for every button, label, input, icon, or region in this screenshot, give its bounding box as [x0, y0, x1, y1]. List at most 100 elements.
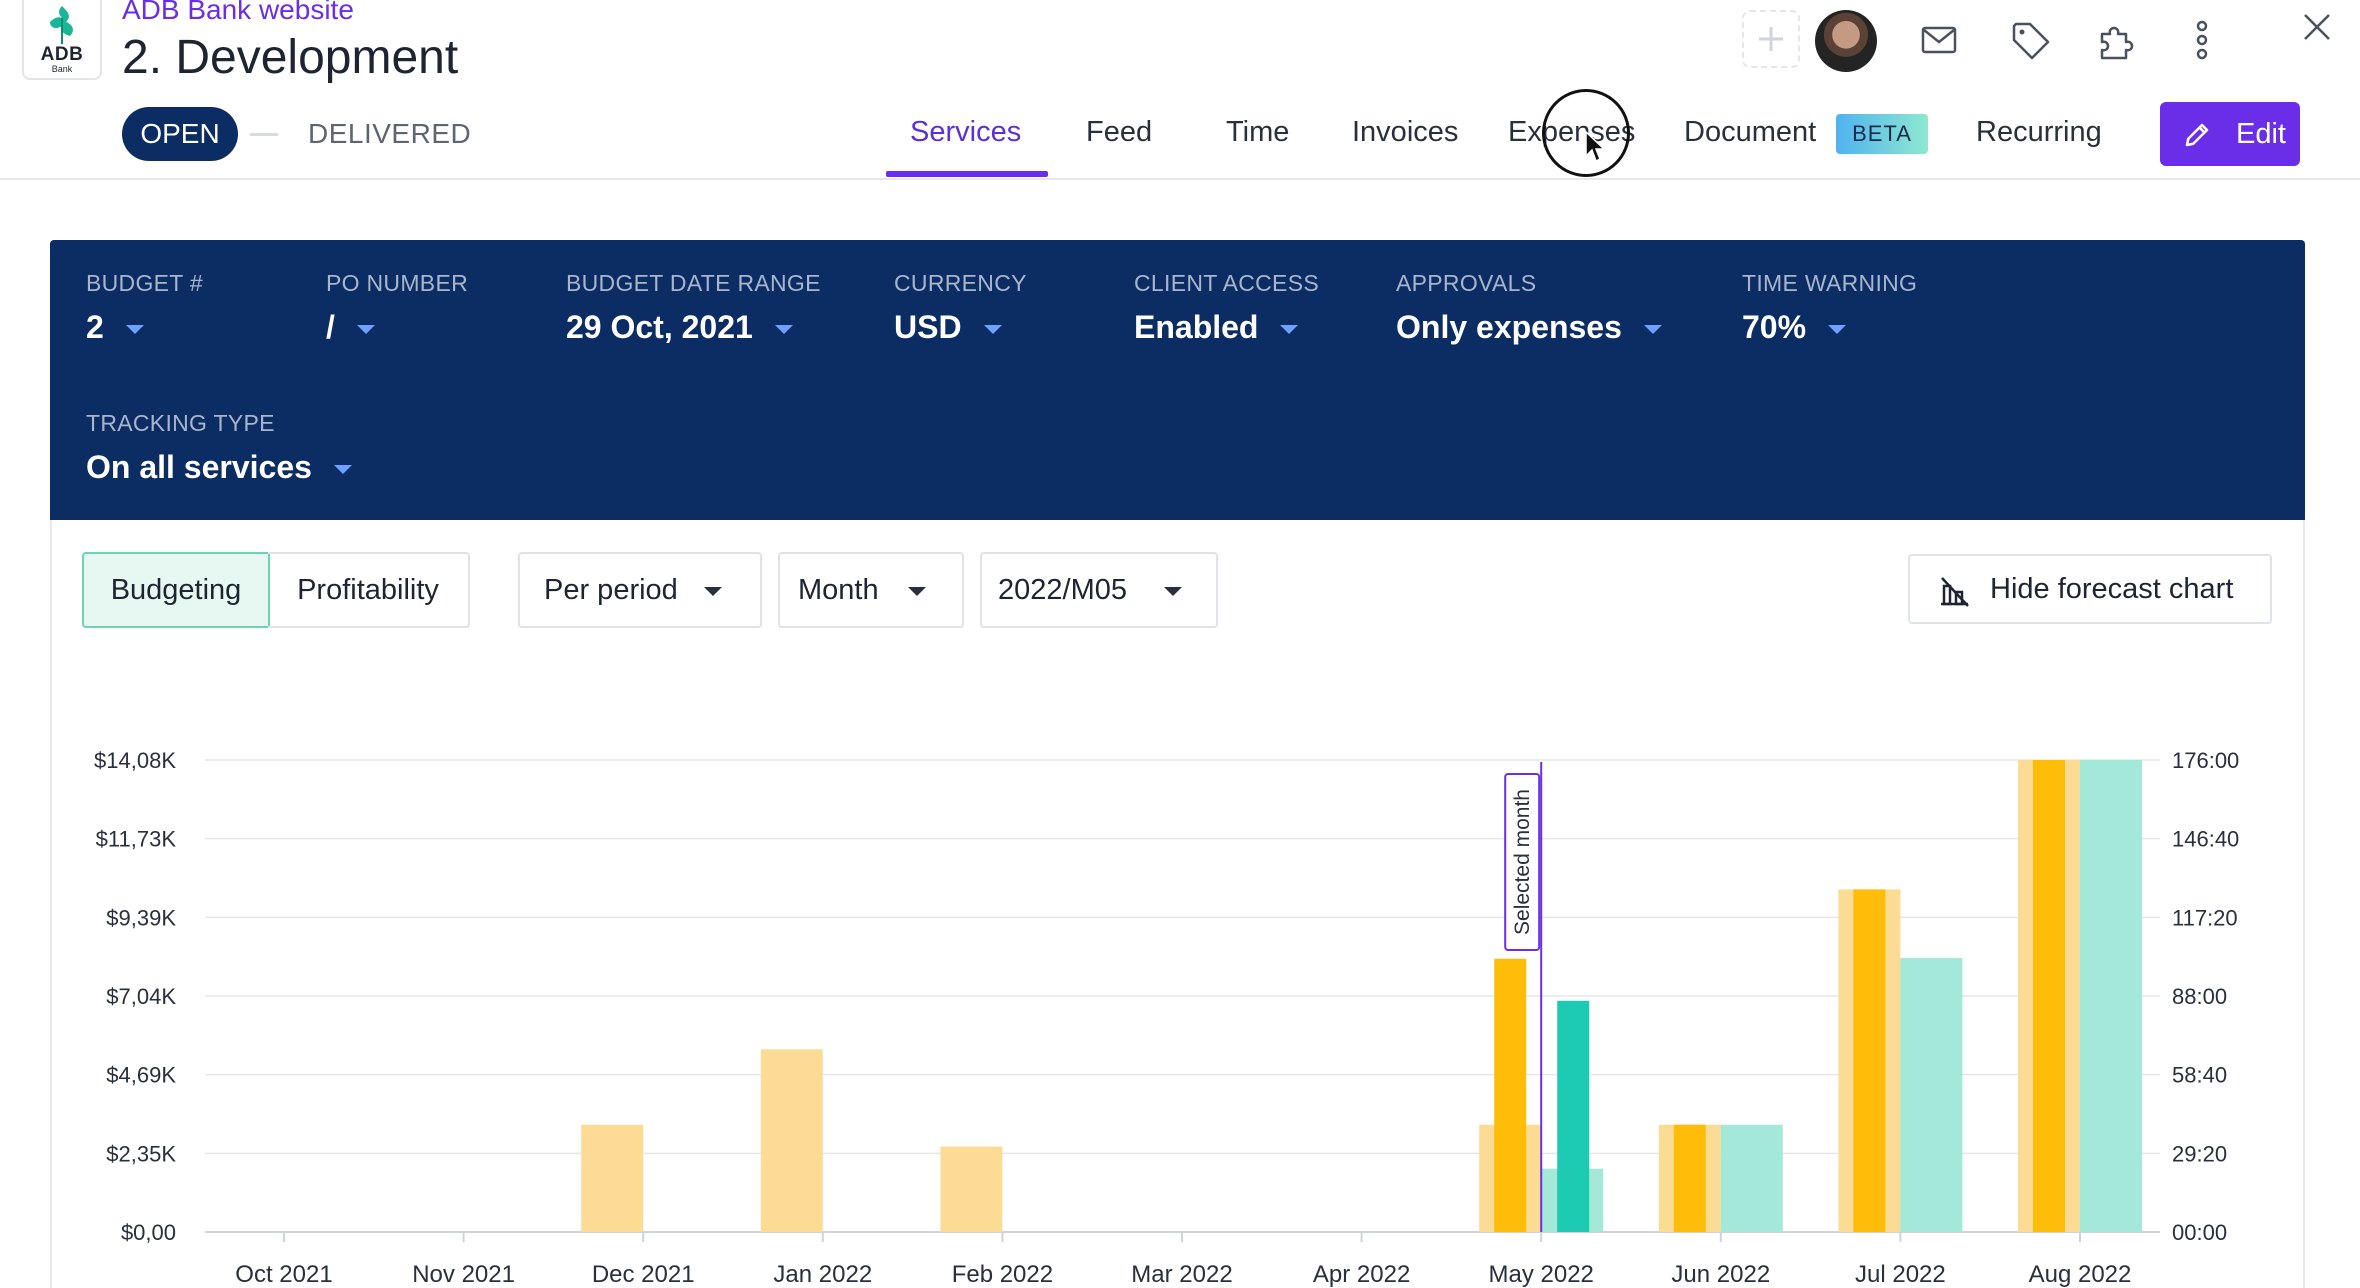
- hide-forecast-chart-button[interactable]: Hide forecast chart: [1908, 554, 2272, 624]
- budget-date-range-field[interactable]: BUDGET DATE RANGE 29 Oct, 2021: [566, 270, 821, 346]
- field-value: 2: [86, 309, 104, 345]
- page-header: ADB Bank ADB Bank website 2. Development…: [0, 0, 2360, 180]
- cursor-highlight: [1542, 89, 1630, 177]
- caret-down-icon: [983, 325, 1002, 334]
- hide-forecast-label: Hide forecast chart: [1990, 573, 2234, 605]
- logo-text: ADB: [40, 44, 84, 65]
- y-right-tick-label: 00:00: [2172, 1220, 2227, 1245]
- y-right-tick-label: 146:40: [2172, 827, 2239, 852]
- mail-icon[interactable]: [1920, 24, 1958, 56]
- x-tick-label: Apr 2022: [1313, 1261, 1410, 1288]
- x-tick-label: Dec 2021: [592, 1261, 695, 1288]
- field-value: 70%: [1742, 309, 1807, 345]
- budgeting-toggle[interactable]: Budgeting: [82, 552, 270, 628]
- client-access-field[interactable]: CLIENT ACCESS Enabled: [1134, 270, 1319, 346]
- x-tick-label: Nov 2021: [412, 1261, 515, 1288]
- time-warning-field[interactable]: TIME WARNING 70%: [1742, 270, 1917, 346]
- field-value: On all services: [86, 449, 312, 485]
- status-delivered[interactable]: DELIVERED: [308, 118, 472, 149]
- tracking-type-field[interactable]: TRACKING TYPE On all services: [86, 410, 352, 486]
- edit-button[interactable]: Edit: [2160, 102, 2300, 166]
- plus-icon: [1759, 27, 1783, 51]
- x-tick-label: Oct 2021: [235, 1261, 332, 1288]
- logo-subtext: Bank: [51, 64, 73, 74]
- page-title: 2. Development: [122, 31, 459, 84]
- caret-down-icon: [908, 587, 926, 596]
- po-number-field[interactable]: PO NUMBER /: [326, 270, 468, 346]
- period-mode-dropdown[interactable]: Per period: [518, 552, 762, 628]
- dropdown-value: Per period: [544, 574, 678, 606]
- budget-settings-panel: BUDGET # 2 PO NUMBER / BUDGET DATE RANGE…: [50, 240, 2305, 520]
- budget-number-field[interactable]: BUDGET # 2: [86, 270, 203, 346]
- y-left-tick-label: $4,69K: [106, 1063, 176, 1088]
- y-right-tick-label: 58:40: [2172, 1063, 2227, 1088]
- tab-time[interactable]: Time: [1226, 116, 1290, 148]
- puzzle-icon[interactable]: [2096, 20, 2138, 62]
- bar-budget-time: [1900, 957, 1963, 1232]
- field-value: Only expenses: [1396, 309, 1622, 345]
- beta-badge: BETA: [1836, 114, 1928, 154]
- client-logo: ADB Bank: [22, 0, 102, 80]
- field-label: APPROVALS: [1396, 270, 1537, 296]
- field-label: PO NUMBER: [326, 270, 468, 296]
- tab-recurring[interactable]: Recurring: [1976, 116, 2102, 148]
- bar-actual-amount: [2033, 760, 2065, 1232]
- project-link[interactable]: ADB Bank website: [122, 0, 354, 25]
- y-left-tick-label: $11,73K: [96, 827, 177, 852]
- active-tab-indicator: [886, 171, 1048, 177]
- selected-month-label: Selected month: [1511, 789, 1534, 935]
- tab-invoices[interactable]: Invoices: [1352, 116, 1459, 148]
- x-tick-label: Jan 2022: [773, 1261, 872, 1288]
- status-open-badge[interactable]: OPEN: [122, 107, 238, 161]
- y-left-tick-label: $0,00: [121, 1220, 176, 1245]
- budget-forecast-chart: $0,00 00:00 $2,35K 29:20 $4,69K 58:40 $7,04K 88…: [94, 748, 2239, 1288]
- y-left-tick-label: $14,08K: [94, 748, 176, 773]
- bar-budget-time: [1720, 1124, 1783, 1232]
- avatar[interactable]: [1815, 10, 1877, 72]
- y-left-tick-label: $7,04K: [106, 984, 176, 1009]
- selected-period-dropdown[interactable]: 2022/M05: [980, 552, 1218, 628]
- tab-services[interactable]: Services: [910, 116, 1022, 148]
- x-tick-label: Jul 2022: [1855, 1261, 1946, 1288]
- field-value: 29 Oct, 2021: [566, 309, 753, 345]
- close-icon[interactable]: [2300, 10, 2334, 44]
- caret-down-icon: [774, 325, 793, 334]
- caret-down-icon: [1828, 325, 1847, 334]
- bar-actual-amount: [1853, 889, 1886, 1232]
- granularity-dropdown[interactable]: Month: [778, 552, 964, 628]
- field-value: Enabled: [1134, 309, 1259, 345]
- approvals-field[interactable]: APPROVALS Only expenses: [1396, 270, 1662, 346]
- caret-down-icon: [356, 325, 375, 334]
- tab-document[interactable]: Document: [1684, 116, 1817, 148]
- x-tick-label: May 2022: [1488, 1261, 1593, 1288]
- dropdown-value: 2022/M05: [998, 574, 1127, 606]
- more-vertical-icon[interactable]: [2192, 20, 2212, 62]
- field-value: /: [326, 309, 335, 345]
- field-label: CURRENCY: [894, 270, 1027, 296]
- add-member-button[interactable]: [1742, 10, 1800, 68]
- bar-budget-amount: [581, 1124, 644, 1232]
- y-right-tick-label: 88:00: [2172, 984, 2227, 1009]
- x-tick-label: Mar 2022: [1131, 1261, 1232, 1288]
- field-label: TIME WARNING: [1742, 270, 1918, 296]
- x-tick-label: Jun 2022: [1671, 1261, 1770, 1288]
- field-label: CLIENT ACCESS: [1134, 270, 1319, 296]
- tag-icon[interactable]: [2010, 20, 2050, 60]
- tab-feed[interactable]: Feed: [1086, 116, 1153, 148]
- bar-actual-amount: [1673, 1124, 1706, 1232]
- bar-actual-amount: [1494, 958, 1527, 1232]
- y-right-tick-label: 29:20: [2172, 1141, 2227, 1166]
- caret-down-icon: [704, 587, 722, 596]
- currency-field[interactable]: CURRENCY USD: [894, 270, 1027, 346]
- chart-off-icon: [1941, 577, 1969, 607]
- y-left-tick-label: $9,39K: [106, 905, 176, 930]
- field-label: BUDGET DATE RANGE: [566, 270, 821, 296]
- dropdown-value: Month: [798, 574, 879, 606]
- profitability-toggle[interactable]: Profitability: [268, 552, 470, 628]
- field-value: USD: [894, 309, 962, 345]
- bar-budget-time: [2080, 760, 2142, 1232]
- pencil-icon: [2185, 123, 2209, 147]
- field-label: BUDGET #: [86, 270, 204, 296]
- y-left-tick-label: $2,35K: [106, 1141, 176, 1166]
- caret-down-icon: [125, 325, 144, 334]
